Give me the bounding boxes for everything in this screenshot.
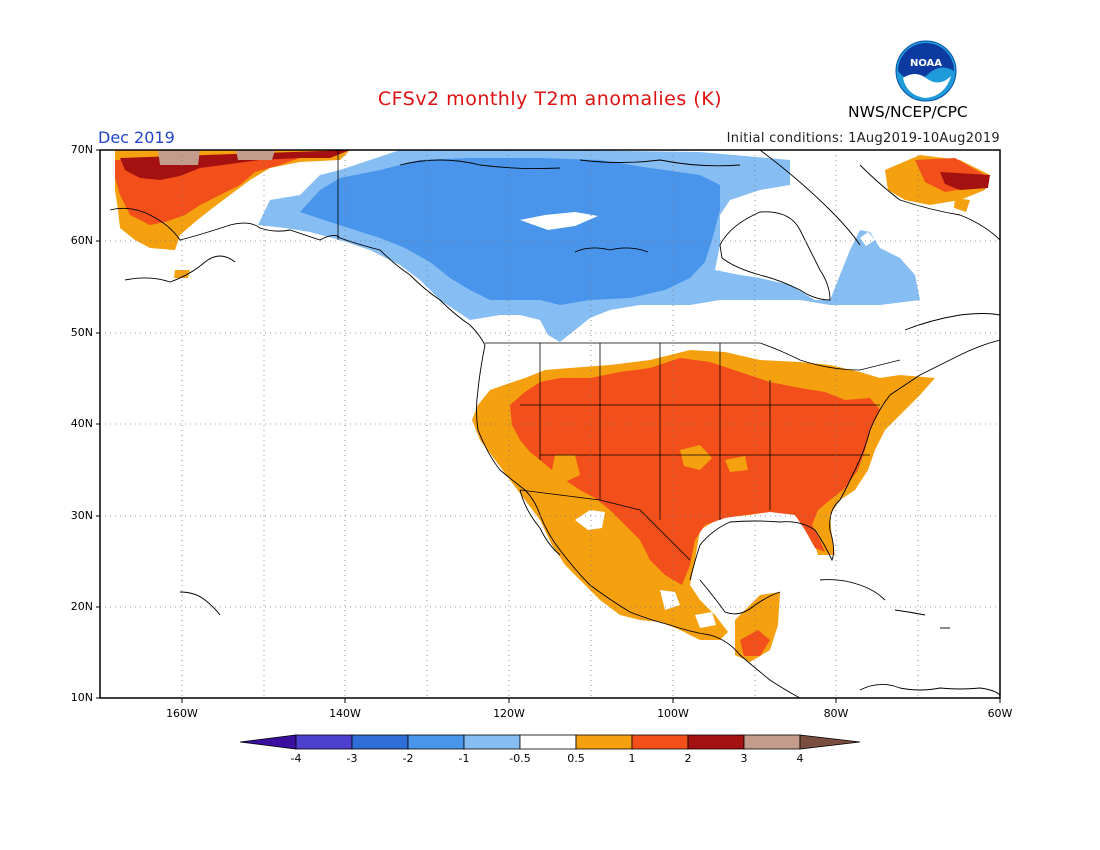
colorbar-label: -0.5: [509, 752, 531, 765]
lat-label: 50N: [70, 326, 93, 339]
colorbar-label: 1: [628, 752, 636, 765]
colorbar-label: 0.5: [567, 752, 585, 765]
lat-label: 20N: [70, 600, 93, 613]
political-borders: [337, 150, 901, 561]
lat-label: 30N: [70, 509, 93, 522]
colorbar-label: -1: [458, 752, 470, 765]
lat-label: 70N: [70, 143, 93, 156]
colorbar-label: -4: [290, 752, 302, 765]
colorbar-segment: [743, 734, 801, 750]
lon-label: 60W: [987, 707, 1013, 720]
lon-label: 120W: [493, 707, 525, 720]
lat-label: 60N: [70, 234, 93, 247]
colorbar-label: -3: [346, 752, 358, 765]
anomaly-region-blue: [300, 158, 720, 305]
colorbar-segment: [799, 734, 861, 750]
colorbar-segment: [463, 734, 521, 750]
noaa-logo-icon: NOAA: [895, 40, 957, 102]
colorbar-segment: [631, 734, 689, 750]
colorbar-segment: [295, 734, 353, 750]
lon-label: 160W: [166, 707, 198, 720]
colorbar-segment: [351, 734, 409, 750]
coastlines: [109, 150, 1000, 698]
anomaly-region-conus-red: [510, 358, 880, 585]
lon-label: 140W: [329, 707, 361, 720]
forecast-month: Dec 2019: [98, 128, 175, 147]
lon-label: 100W: [657, 707, 689, 720]
colorbar-label: -2: [402, 752, 414, 765]
colorbar-label: 2: [684, 752, 692, 765]
colorbar: [239, 734, 861, 750]
logo-text: NOAA: [910, 58, 942, 69]
lat-label: 10N: [70, 691, 93, 704]
colorbar-segment: [519, 734, 577, 750]
colorbar-label: 4: [796, 752, 804, 765]
colorbar-label: 3: [740, 752, 748, 765]
organization-label: NWS/NCEP/CPC: [848, 103, 968, 121]
colorbar-segment: [239, 734, 297, 750]
colorbar-segment: [575, 734, 633, 750]
initial-conditions: Initial conditions: 1Aug2019-10Aug2019: [726, 131, 1000, 146]
colorbar-segment: [687, 734, 745, 750]
gridlines: [100, 150, 1000, 698]
map-title: CFSv2 monthly T2m anomalies (K): [377, 88, 723, 110]
axis-ticks: [96, 149, 1001, 703]
lon-label: 80W: [823, 707, 849, 720]
lat-label: 40N: [70, 417, 93, 430]
colorbar-segment: [407, 734, 465, 750]
